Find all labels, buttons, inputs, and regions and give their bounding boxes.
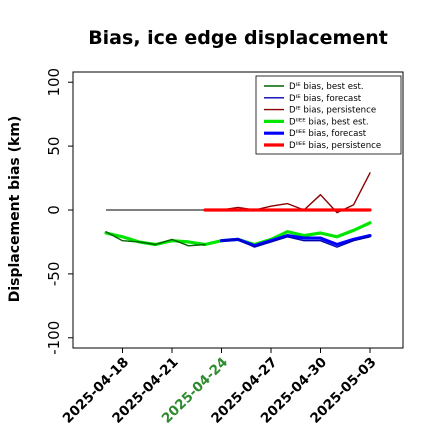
y-tick-label: 100 (45, 68, 63, 97)
y-axis-label: Displacement bias (km) (7, 116, 23, 303)
legend-box (255, 75, 402, 155)
legend-label: Dᴵᴱ bias, best est. (289, 82, 364, 92)
series-line-2 (220, 236, 371, 248)
legend-label: Dᴵᴵᴱᴱ bias, forecast (289, 129, 367, 139)
legend-label: Dᴵᴵᴱᴱ bias, best est. (289, 117, 369, 127)
y-tick-label: 0 (45, 205, 63, 215)
legend-label: Dᴵᴱ bias, persistence (289, 106, 376, 116)
legend-label: Dᴵᴱ bias, forecast (289, 94, 362, 104)
chart-title: Bias, ice edge displacement (88, 27, 388, 49)
series-line-1 (105, 230, 206, 247)
series-line-5 (219, 234, 372, 248)
series-line-3 (204, 172, 371, 214)
y-tick-label: -50 (45, 262, 63, 287)
y-tick-label: 50 (45, 137, 63, 156)
plot-area: 100500-50-1002025-04-182025-04-212025-04… (45, 68, 404, 427)
legend-label: Dᴵᴵᴱᴱ bias, persistence (289, 141, 381, 151)
y-tick-label: -100 (45, 321, 63, 355)
